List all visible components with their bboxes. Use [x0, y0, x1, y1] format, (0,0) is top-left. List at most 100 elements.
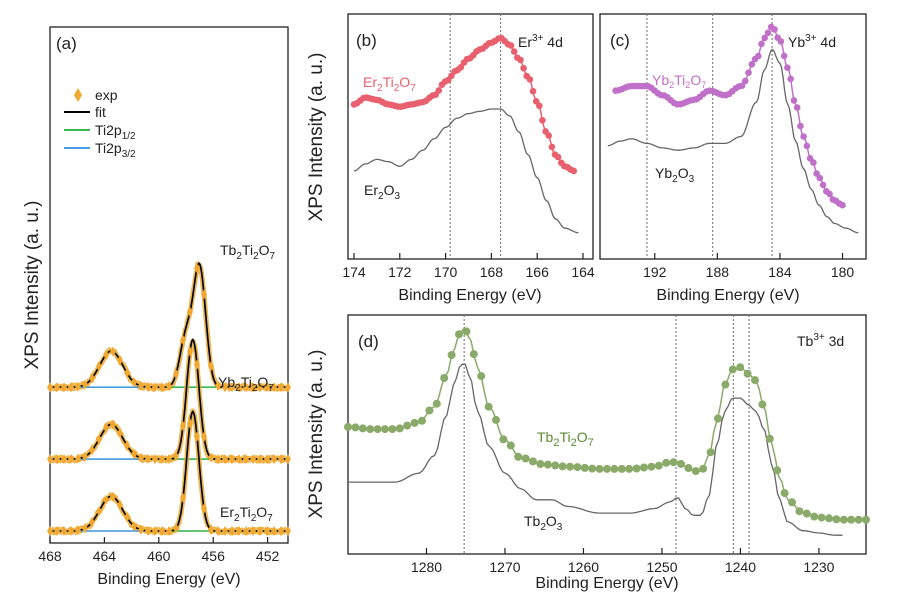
panel-d-data-point	[410, 418, 419, 427]
panel-d-data-point	[432, 399, 441, 408]
panel-b-data-point	[517, 56, 524, 64]
panel-a-exp-marker	[82, 523, 88, 534]
panel-b-data-point	[435, 87, 443, 94]
panel-d-label: (d)	[358, 332, 379, 351]
panel-d-data-point	[751, 376, 759, 385]
panel-a-exp-marker	[215, 454, 221, 465]
panel-a-exp-marker	[138, 380, 144, 391]
panel-c-data-point	[738, 82, 746, 89]
panel-c-frame	[599, 13, 867, 260]
panel-a-exp-marker	[208, 452, 214, 463]
panel-a-legend: exp fit Ti2p1/2 Ti2p3/2	[64, 87, 136, 160]
panel-c-data-point	[790, 97, 798, 104]
panel-a-exp-marker	[159, 454, 165, 465]
panel-a-exp-marker	[103, 349, 109, 360]
label-tb2o3: Tb2O3	[524, 513, 563, 533]
panel-a-exp-marker	[215, 380, 221, 391]
panel-b-data-point	[457, 64, 465, 71]
panel-a-exp-marker	[201, 503, 207, 514]
panel-d-data-point	[588, 464, 597, 473]
panel-a-exp-marker	[201, 431, 207, 442]
panel-d-data-point	[447, 351, 456, 359]
panel-d-data-point	[714, 414, 722, 423]
panel-c-label: (c)	[610, 31, 630, 50]
panel-d-data-point	[854, 515, 863, 524]
panel-a-exp-marker	[271, 382, 277, 393]
panel-c-data-point	[761, 34, 768, 42]
panel-b-data-point	[548, 143, 556, 151]
panel-d-tick-label: 1250	[646, 559, 677, 575]
panel-a-xlabel: Binding Energy (eV)	[97, 571, 240, 588]
panel-a-exp-marker	[187, 346, 193, 357]
panel-d-data-point	[640, 463, 648, 472]
panel-d-guides	[463, 315, 750, 554]
panel-d-data-point	[403, 421, 412, 430]
panel-d-data-point	[788, 498, 796, 507]
panel-a-exp-marker	[96, 434, 102, 445]
panel-a-exp-marker	[285, 526, 291, 536]
panel-a-exp-marker	[285, 382, 291, 393]
panel-b-tick-label: 172	[388, 264, 412, 280]
panel-d-data-point	[662, 458, 671, 467]
panel-a-exp-marker	[124, 440, 130, 451]
panel-b-tick-label: 168	[480, 264, 504, 280]
panel-d-plot	[344, 326, 870, 536]
panel-a-exp-marker	[152, 382, 158, 393]
label-er2o3: Er2O3	[364, 182, 400, 202]
panel-d-data-point	[514, 452, 523, 461]
panel-d-data-point	[529, 457, 537, 466]
panel-d-data-point	[625, 464, 634, 473]
panel-a-exp-marker	[187, 418, 193, 429]
panel-b-title: Er3+ 4d	[518, 33, 563, 50]
panel-a-exp-marker	[278, 526, 284, 536]
panel-a-exp-marker	[229, 382, 235, 393]
panel-a-exp-marker	[89, 373, 95, 384]
panel-b-tick-label: 166	[526, 264, 550, 280]
panel-a-exp-marker	[54, 525, 60, 536]
panel-d-data-point	[469, 350, 478, 359]
panel-a-exp-marker	[68, 454, 74, 465]
panel-d-data-point	[580, 463, 589, 472]
panel-a-exp-band	[47, 338, 290, 464]
panel-c-data-point	[819, 181, 827, 189]
panel-d-data-point	[595, 464, 604, 473]
panel-a-exp-marker	[173, 523, 179, 534]
panel-d-data-point	[677, 459, 685, 468]
panel-c-xlabel: Binding Energy (eV)	[656, 287, 799, 304]
panel-b-plot	[350, 34, 579, 234]
label-yb2ti2o7-c: Yb2Ti2O7	[652, 72, 706, 90]
panel-d-xlabel: Binding Energy (eV)	[535, 575, 678, 592]
panel-d-data-point	[617, 464, 626, 473]
panel-a-exp-marker	[124, 512, 130, 523]
panel-a-exp-marker	[229, 526, 235, 536]
panel-a-exp-marker	[236, 382, 242, 393]
panel-a-exp-marker	[215, 525, 221, 536]
panel-d-data-point	[654, 461, 663, 470]
panel-a-exp-marker	[138, 452, 144, 463]
panel-a-exp-marker	[61, 525, 67, 536]
panel-b-data-point	[539, 117, 546, 124]
panel-d-data-point	[358, 424, 367, 433]
legend-ti12: Ti2p1/2	[95, 122, 136, 142]
panel-b-data-point	[510, 48, 518, 55]
panel-a-exp-marker	[103, 422, 109, 433]
panel-a-exp-marker	[145, 453, 151, 464]
panel-a-exp-marker	[68, 525, 74, 536]
panel-c-tick-label: 180	[831, 264, 855, 280]
panel-a-plot	[47, 261, 291, 536]
panel-a-exp-marker	[264, 382, 270, 393]
panel-d-data-point	[810, 512, 819, 521]
panel-d-data-point	[603, 464, 611, 473]
panel-a-exp-band	[48, 261, 290, 392]
panel-a-exp-marker	[82, 379, 88, 390]
panel-c-tick-label: 184	[768, 264, 792, 280]
panel-c-data-point	[777, 38, 785, 45]
panel-a-exp-marker	[54, 382, 60, 393]
panel-d-data-point	[573, 463, 582, 472]
panel-a-exp-marker	[250, 382, 256, 393]
panel-d-tick-label: 1280	[411, 559, 442, 575]
panel-d-data-point	[418, 416, 426, 425]
panel-a-fit-curve	[50, 262, 288, 388]
panel-a-exp-marker	[54, 454, 60, 465]
